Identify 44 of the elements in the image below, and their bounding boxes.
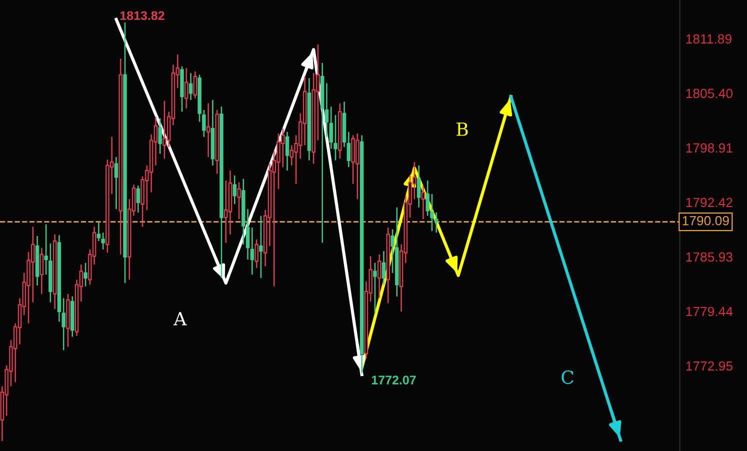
candlestick [259,215,263,279]
candlestick [377,254,382,299]
y-tick-label: 1779.44 [686,306,733,316]
annotation: 1772.07 [372,376,416,384]
candlestick [96,222,101,242]
candlestick [426,180,430,216]
candlestick [254,238,258,269]
candlestick [346,131,351,168]
y-tick-label: 1811.89 [686,34,732,44]
candlestick [285,131,290,172]
annotation: C [562,370,574,384]
candlestick [390,228,394,274]
candlestick [224,180,228,244]
candlestick [334,114,338,162]
candlestick [40,247,44,295]
candlestick [206,102,210,158]
candlestick [416,164,421,208]
candlestick [184,67,188,109]
candlestick [232,174,236,205]
y-tick-label: 1785.93 [686,252,732,262]
candlestick [193,70,198,99]
candlestick [250,226,254,276]
annotation: B [456,122,468,136]
candlestick [421,184,426,220]
candlestick [188,72,193,101]
y-tick-label: 1798.91 [686,143,732,153]
annotation: 1813.82 [120,11,164,20]
y-tick-label: 1772.95 [686,361,732,371]
y-tick-label: 1792.42 [686,198,732,208]
ref-line-label: 1790.09 [682,216,729,226]
y-tick-label: 1805.40 [686,88,733,98]
candlestick [430,193,434,232]
candlestick [114,156,118,210]
candlestick [136,184,140,214]
candlestick [158,118,162,154]
candlestick [162,100,166,160]
candlestick [237,182,241,220]
candlestick [382,250,386,286]
candlestick [290,144,294,166]
candlestick [84,262,88,288]
annotation: A [174,312,187,326]
candlestick [202,109,206,138]
candlestick [44,224,48,276]
candlestick [373,262,377,314]
